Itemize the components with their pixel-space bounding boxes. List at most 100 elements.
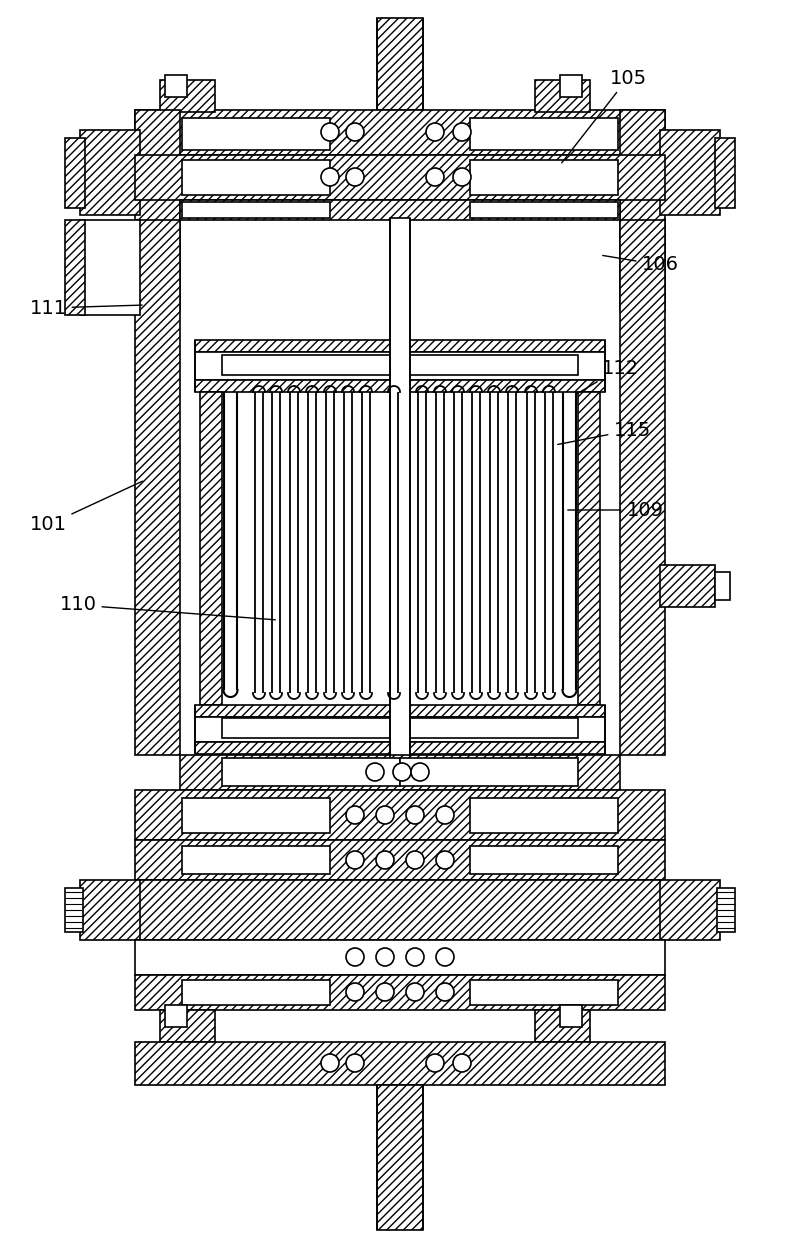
- Text: 109: 109: [568, 500, 663, 520]
- Circle shape: [436, 850, 454, 869]
- Circle shape: [453, 1054, 471, 1072]
- Circle shape: [346, 168, 364, 186]
- Bar: [180, 200, 620, 219]
- Bar: [182, 118, 330, 150]
- Circle shape: [426, 123, 444, 141]
- Text: 111: 111: [30, 298, 142, 318]
- Bar: [535, 80, 590, 112]
- Circle shape: [411, 763, 429, 781]
- Text: 105: 105: [562, 69, 646, 163]
- Text: 115: 115: [558, 420, 650, 444]
- Bar: [65, 888, 83, 932]
- Circle shape: [346, 123, 364, 141]
- Bar: [180, 754, 620, 791]
- Bar: [195, 340, 605, 352]
- Bar: [620, 219, 665, 754]
- Bar: [80, 130, 140, 214]
- Bar: [470, 798, 618, 833]
- Bar: [135, 110, 665, 155]
- Text: 101: 101: [30, 481, 142, 535]
- Bar: [470, 845, 618, 874]
- Circle shape: [406, 948, 424, 966]
- Bar: [620, 110, 665, 311]
- Bar: [182, 845, 330, 874]
- Circle shape: [321, 1054, 339, 1072]
- Bar: [578, 392, 600, 705]
- Bar: [135, 155, 665, 200]
- Bar: [135, 975, 665, 1010]
- Bar: [390, 218, 410, 758]
- Bar: [182, 160, 330, 195]
- Bar: [222, 758, 400, 786]
- Circle shape: [453, 168, 471, 186]
- Bar: [80, 219, 140, 315]
- Bar: [660, 880, 720, 940]
- Bar: [195, 352, 605, 380]
- Circle shape: [321, 168, 339, 186]
- Bar: [470, 118, 618, 150]
- Bar: [182, 798, 330, 833]
- Bar: [560, 1005, 582, 1028]
- Circle shape: [376, 850, 394, 869]
- Bar: [660, 565, 715, 607]
- Circle shape: [393, 763, 411, 781]
- Circle shape: [406, 806, 424, 824]
- Bar: [65, 138, 85, 208]
- Bar: [65, 219, 85, 315]
- Circle shape: [366, 763, 384, 781]
- Bar: [400, 758, 578, 786]
- Bar: [377, 17, 423, 110]
- Bar: [222, 718, 578, 738]
- Bar: [715, 138, 735, 208]
- Bar: [195, 717, 605, 742]
- Circle shape: [436, 806, 454, 824]
- Bar: [135, 840, 665, 880]
- Circle shape: [436, 948, 454, 966]
- Bar: [135, 1042, 665, 1085]
- Bar: [165, 75, 187, 97]
- Circle shape: [376, 983, 394, 1001]
- Bar: [135, 791, 665, 840]
- Bar: [165, 1005, 187, 1028]
- Bar: [717, 888, 735, 932]
- Circle shape: [346, 1054, 364, 1072]
- Bar: [470, 202, 618, 218]
- Bar: [135, 219, 180, 754]
- Bar: [135, 940, 665, 975]
- Circle shape: [426, 168, 444, 186]
- Text: 106: 106: [602, 256, 678, 274]
- Circle shape: [321, 123, 339, 141]
- Bar: [715, 572, 730, 600]
- Bar: [135, 110, 180, 311]
- Circle shape: [346, 850, 364, 869]
- Text: 110: 110: [59, 596, 275, 620]
- Bar: [560, 75, 582, 97]
- Bar: [535, 1010, 590, 1042]
- Circle shape: [436, 983, 454, 1001]
- Bar: [80, 880, 140, 940]
- Bar: [182, 202, 330, 218]
- Bar: [377, 1085, 423, 1230]
- Bar: [160, 80, 215, 112]
- Bar: [160, 1010, 215, 1042]
- Circle shape: [406, 983, 424, 1001]
- Bar: [195, 742, 605, 754]
- Circle shape: [426, 1054, 444, 1072]
- Circle shape: [346, 806, 364, 824]
- Circle shape: [376, 806, 394, 824]
- Circle shape: [346, 983, 364, 1001]
- Bar: [470, 160, 618, 195]
- Text: 112: 112: [578, 358, 638, 394]
- Bar: [195, 705, 605, 717]
- Circle shape: [406, 850, 424, 869]
- Bar: [182, 980, 330, 1005]
- Bar: [660, 130, 720, 214]
- Bar: [200, 392, 222, 705]
- Circle shape: [346, 948, 364, 966]
- Bar: [135, 880, 665, 940]
- Bar: [195, 380, 605, 392]
- Circle shape: [453, 123, 471, 141]
- Bar: [222, 355, 578, 375]
- Circle shape: [376, 948, 394, 966]
- Bar: [470, 980, 618, 1005]
